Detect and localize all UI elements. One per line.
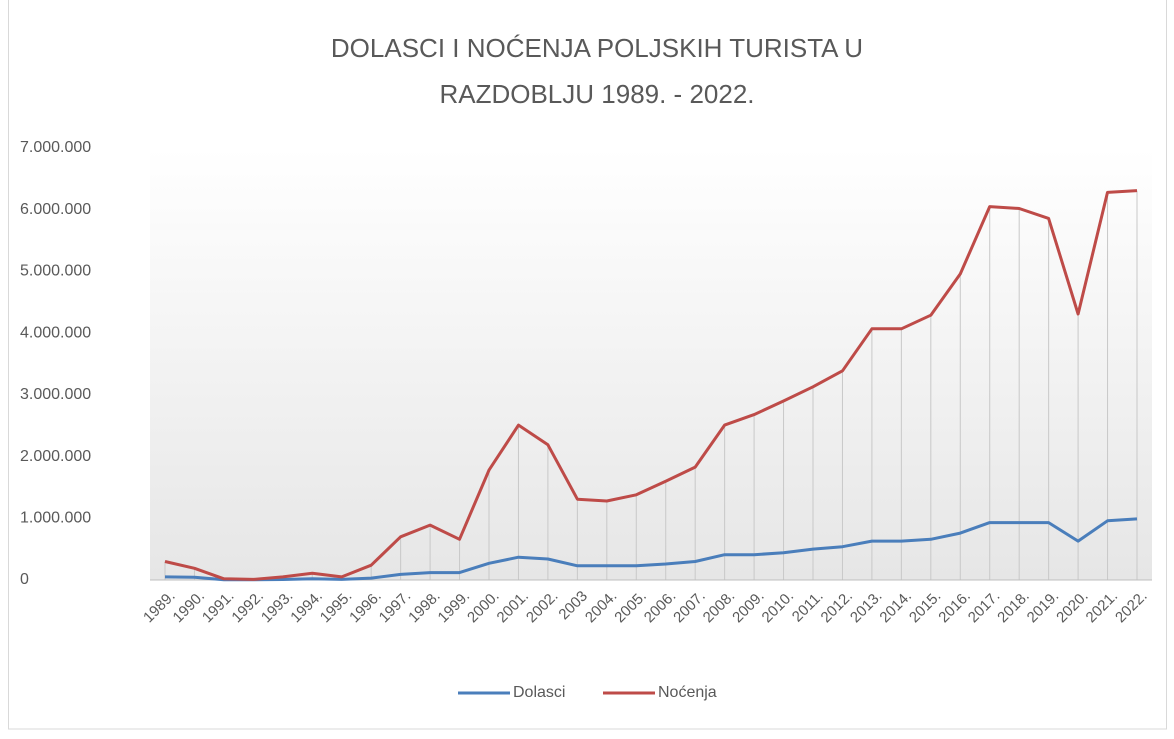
y-tick-label: 1.000.000 bbox=[20, 510, 91, 527]
legend-label: Noćenja bbox=[658, 684, 717, 701]
y-tick-label: 7.000.000 bbox=[20, 139, 91, 156]
series-line bbox=[164, 517, 1138, 582]
series-line bbox=[164, 189, 1138, 581]
y-tick-label: 5.000.000 bbox=[20, 263, 91, 280]
chart-subtitle: RAZDOBLJU 1989. - 2022. bbox=[439, 79, 754, 109]
y-tick-label: 3.000.000 bbox=[20, 386, 91, 403]
y-tick-label: 2.000.000 bbox=[20, 448, 91, 465]
y-tick-label: 4.000.000 bbox=[20, 324, 91, 341]
y-tick-label: 0 bbox=[20, 571, 29, 588]
plot-area bbox=[150, 148, 1152, 580]
legend-label: Dolasci bbox=[513, 684, 565, 701]
y-tick-label: 6.000.000 bbox=[20, 201, 91, 218]
chart-title: DOLASCI I NOĆENJA POLJSKIH TURISTA U bbox=[331, 33, 863, 63]
